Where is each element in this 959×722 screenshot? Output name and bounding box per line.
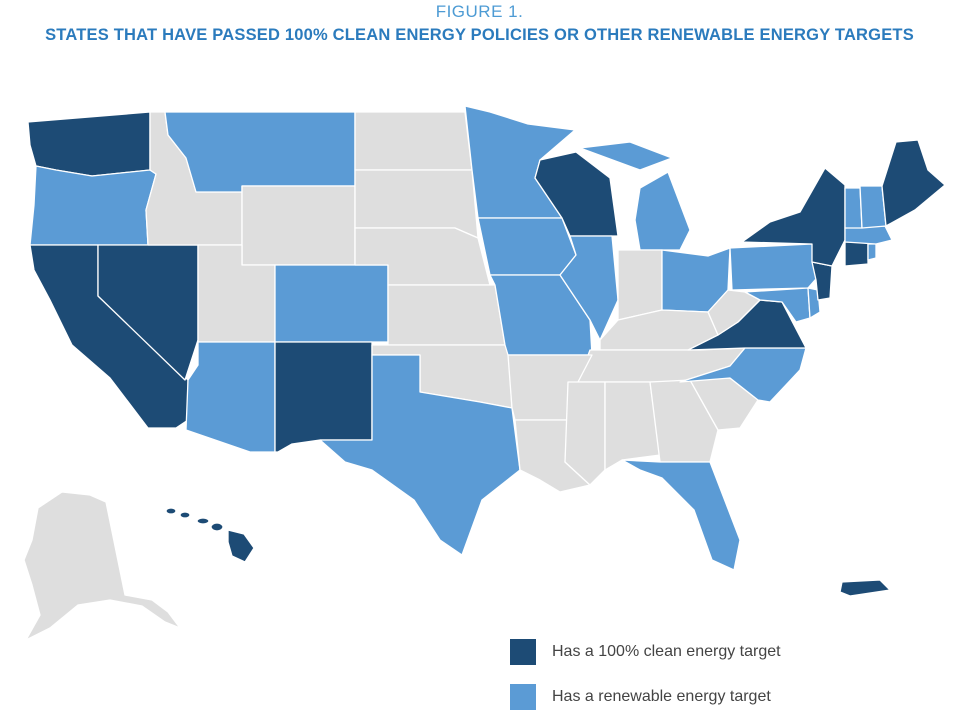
state-nc <box>679 347 807 403</box>
state-az <box>185 341 276 453</box>
figure-label: FIGURE 1. <box>435 2 524 21</box>
legend-swatch-clean <box>510 639 536 665</box>
state-me <box>881 139 946 227</box>
state-ct <box>844 241 869 267</box>
state-ia <box>477 217 577 276</box>
state-il <box>559 235 619 341</box>
state-pr <box>839 579 891 597</box>
state-co <box>274 264 389 343</box>
state-ks <box>387 284 506 346</box>
state-or <box>29 165 157 246</box>
legend-item-renewable: Has a renewable energy target <box>510 684 771 710</box>
legend-swatch-renewable <box>510 684 536 710</box>
state-ms <box>564 381 606 486</box>
state-ak <box>23 491 181 641</box>
state-ri <box>867 243 877 261</box>
state-vt <box>844 187 863 229</box>
state-nd <box>354 111 473 171</box>
state-al <box>604 381 661 471</box>
state-ma <box>844 225 893 245</box>
legend-item-clean: Has a 100% clean energy target <box>510 639 781 665</box>
state-nm <box>274 341 373 453</box>
state-in <box>617 249 663 321</box>
state-wy <box>241 185 356 266</box>
state-wa <box>27 111 151 177</box>
state-fl <box>621 459 741 571</box>
legend-label-renewable: Has a renewable energy target <box>552 688 771 705</box>
state-mt <box>164 111 356 193</box>
state-hi <box>165 507 255 563</box>
state-mi <box>579 141 691 251</box>
state-pa <box>729 243 823 291</box>
state-tx <box>319 354 521 556</box>
legend-label-clean: Has a 100% clean energy target <box>552 643 781 660</box>
figure-title: STATES THAT HAVE PASSED 100% CLEAN ENERG… <box>45 26 914 44</box>
